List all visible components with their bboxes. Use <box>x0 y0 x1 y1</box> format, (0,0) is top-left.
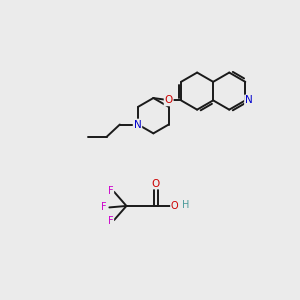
Text: N: N <box>245 95 253 105</box>
Text: N: N <box>134 119 141 130</box>
Text: F: F <box>108 186 113 196</box>
Text: F: F <box>108 216 113 226</box>
Text: F: F <box>101 202 107 212</box>
Text: H: H <box>182 200 189 210</box>
Text: O: O <box>171 201 178 211</box>
Text: O: O <box>152 178 160 189</box>
Text: O: O <box>165 95 173 105</box>
